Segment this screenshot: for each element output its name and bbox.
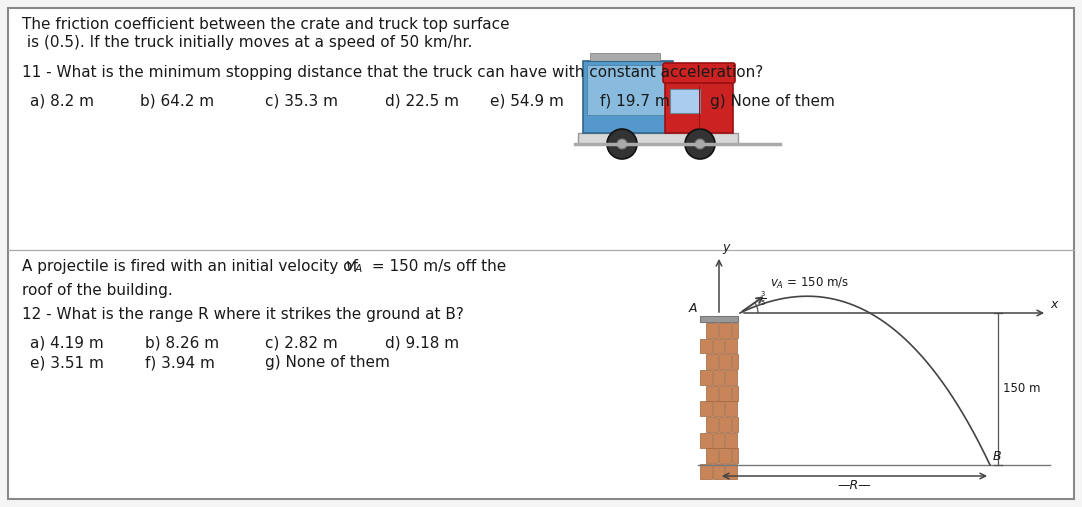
Bar [720, 417, 730, 432]
Bar [713, 370, 724, 385]
Bar [713, 339, 724, 353]
Text: e) 54.9 m: e) 54.9 m [490, 94, 564, 109]
Bar [731, 417, 738, 432]
Text: —R—: —R— [837, 479, 871, 492]
Bar [713, 432, 724, 448]
Bar [670, 89, 700, 113]
Text: $v_A$: $v_A$ [345, 259, 362, 275]
Text: a) 4.19 m: a) 4.19 m [30, 335, 104, 350]
Text: g) None of them: g) None of them [710, 94, 835, 109]
Bar [731, 386, 738, 401]
Text: The friction coefficient between the crate and truck top surface: The friction coefficient between the cra… [22, 17, 510, 32]
Bar [725, 432, 737, 448]
Text: d) 22.5 m: d) 22.5 m [385, 94, 459, 109]
Bar [700, 464, 712, 479]
Bar [720, 354, 730, 369]
Circle shape [695, 139, 705, 149]
Bar [731, 448, 738, 463]
Bar [707, 323, 718, 338]
Text: g) None of them: g) None of them [265, 355, 390, 370]
Bar [725, 464, 737, 479]
Text: = 150 m/s off the: = 150 m/s off the [367, 259, 506, 274]
Bar [720, 323, 730, 338]
Text: is (0.5). If the truck initially moves at a speed of 50 km/hr.: is (0.5). If the truck initially moves a… [22, 35, 473, 50]
Text: A projectile is fired with an initial velocity of: A projectile is fired with an initial ve… [22, 259, 362, 274]
Bar [720, 448, 730, 463]
Text: d) 9.18 m: d) 9.18 m [385, 335, 459, 350]
Bar [731, 354, 738, 369]
Text: roof of the building.: roof of the building. [22, 283, 173, 298]
Text: $\frac{3}{5}$: $\frac{3}{5}$ [760, 290, 766, 308]
Bar [707, 386, 718, 401]
Text: f) 3.94 m: f) 3.94 m [145, 355, 215, 370]
Text: a) 8.2 m: a) 8.2 m [30, 94, 94, 109]
Bar [720, 386, 730, 401]
Bar [583, 61, 673, 133]
Bar [707, 417, 718, 432]
Text: e) 3.51 m: e) 3.51 m [30, 355, 104, 370]
Text: $v_A$ = 150 m/s: $v_A$ = 150 m/s [770, 275, 849, 291]
Bar [700, 402, 712, 416]
Text: y: y [722, 241, 729, 254]
Bar [713, 464, 724, 479]
Text: 12 - What is the range R where it strikes the ground at B?: 12 - What is the range R where it strike… [22, 307, 464, 322]
Bar [700, 339, 712, 353]
Text: 150 m: 150 m [1003, 382, 1041, 395]
Bar [725, 370, 737, 385]
Bar [665, 81, 733, 133]
Text: x: x [1050, 298, 1057, 311]
Bar [590, 53, 660, 61]
Bar [700, 316, 738, 322]
Bar [707, 448, 718, 463]
Circle shape [685, 129, 715, 159]
Bar [725, 402, 737, 416]
Text: c) 2.82 m: c) 2.82 m [265, 335, 338, 350]
Bar [713, 402, 724, 416]
Text: c) 35.3 m: c) 35.3 m [265, 94, 338, 109]
Bar [707, 354, 718, 369]
Bar [731, 323, 738, 338]
Bar [700, 370, 712, 385]
Bar [725, 339, 737, 353]
Text: A: A [688, 302, 697, 315]
Bar [578, 133, 738, 144]
Circle shape [607, 129, 637, 159]
FancyBboxPatch shape [663, 63, 735, 83]
Text: f) 19.7 m: f) 19.7 m [601, 94, 670, 109]
Text: 11 - What is the minimum stopping distance that the truck can have with constant: 11 - What is the minimum stopping distan… [22, 65, 763, 80]
Text: B: B [993, 450, 1002, 463]
Bar [588, 65, 669, 115]
Text: b) 8.26 m: b) 8.26 m [145, 335, 220, 350]
Circle shape [617, 139, 626, 149]
Bar [700, 432, 712, 448]
Text: b) 64.2 m: b) 64.2 m [140, 94, 214, 109]
